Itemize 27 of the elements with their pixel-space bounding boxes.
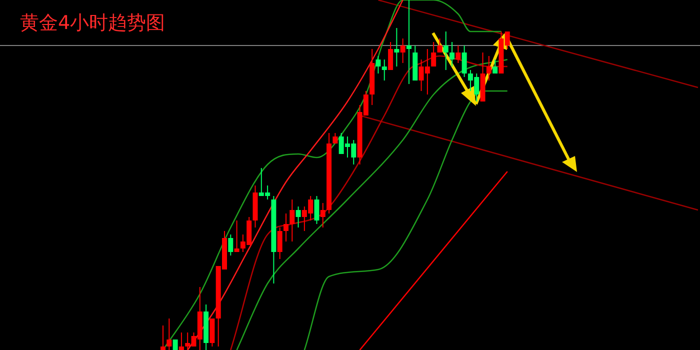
- candlestick: [234, 220, 240, 252]
- candlestick: [400, 38, 406, 64]
- candlestick: [462, 45, 467, 78]
- candlestick: [450, 42, 455, 67]
- candlestick: [388, 42, 394, 70]
- candlestick: [172, 340, 178, 350]
- candlestick: [376, 56, 381, 74]
- candlestick: [431, 42, 436, 67]
- candlestick: [166, 318, 172, 350]
- text: 黄金4小时趋势图: [20, 11, 166, 36]
- candlestick: [486, 56, 492, 81]
- candlestick: [228, 234, 234, 256]
- candlestick: [443, 31, 448, 70]
- candlestick: [290, 199, 295, 242]
- candlestick: [283, 213, 288, 242]
- candlestick: [314, 196, 320, 224]
- candlestick: [277, 227, 282, 260]
- candlestick: [456, 45, 461, 64]
- candlestick: [382, 59, 387, 81]
- candlestick: [406, 0, 412, 84]
- candlestick: [492, 59, 498, 74]
- candlestick: [178, 332, 184, 350]
- candlestick: [320, 202, 326, 228]
- candlestick: [437, 38, 442, 53]
- candlestick: [160, 325, 166, 350]
- candlestick: [296, 206, 301, 228]
- candlestick: [394, 28, 400, 67]
